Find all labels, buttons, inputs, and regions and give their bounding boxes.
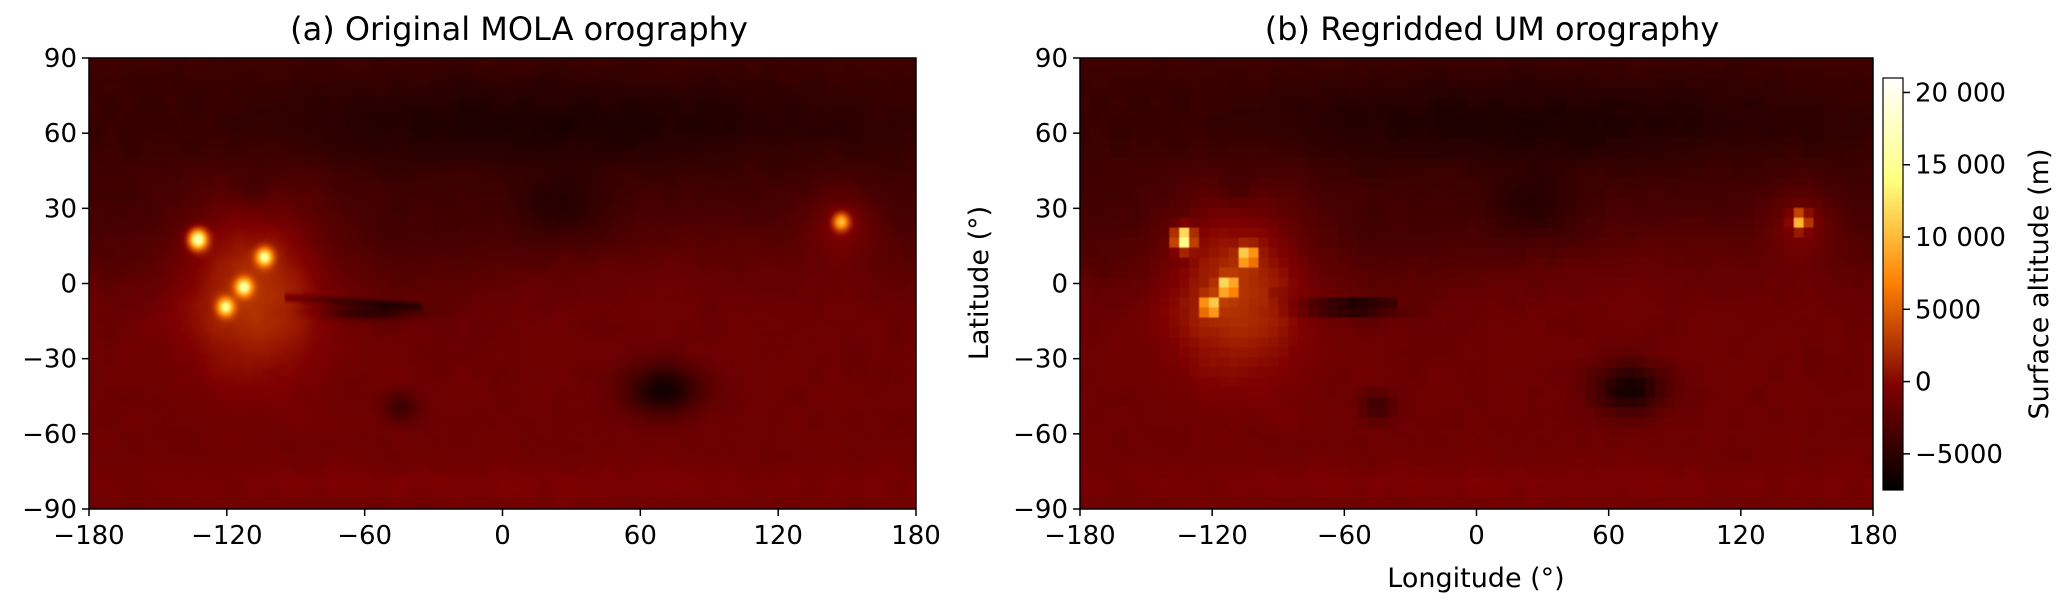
panel-b-regridded-um: (b) Regridded UM orography −180 −120 −60 0 6… (964, 10, 1898, 594)
panel-a-x-tick-label: 180 (891, 521, 941, 551)
y-axis-label: Latitude (°) (964, 206, 995, 360)
colorbar-gradient (1882, 77, 1904, 491)
panel-a-x-tick-label: −180 (53, 521, 124, 551)
panel-a-y-tick-label: 60 (44, 119, 77, 149)
panel-a-y-tick-label: 90 (44, 44, 77, 74)
panel-b-y-tick-label: −30 (1013, 345, 1068, 375)
panel-b-y-tick-label: −90 (1013, 495, 1068, 525)
panel-b-y-tick-label: 0 (1051, 270, 1068, 300)
colorbar-tick-label: 20 000 (1915, 78, 2006, 108)
panel-a-original-mola: (a) Original MOLA orography −180 −120 −60 0… (22, 10, 941, 551)
panel-a-y-tick-label: −60 (22, 420, 77, 450)
colorbar-tick-label: 5000 (1915, 295, 1981, 325)
panel-a-y-ticks: 90 60 30 0 −30 −60 −90 (22, 44, 89, 525)
panel-b-y-tick-label: 30 (1035, 194, 1068, 224)
panel-a-x-tick-label: 0 (494, 521, 511, 551)
panel-a-x-tick-label: −60 (337, 521, 392, 551)
panel-a-y-tick-label: 0 (60, 270, 77, 300)
panel-a-title: (a) Original MOLA orography (290, 10, 748, 48)
panel-b-heatmap (1080, 58, 1873, 509)
panel-a-x-tick-label: 60 (624, 521, 657, 551)
panel-a-heatmap (89, 58, 916, 509)
panel-b-title: (b) Regridded UM orography (1265, 10, 1720, 48)
panel-a-y-tick-label: −30 (22, 345, 77, 375)
panel-b-x-tick-label: 180 (1848, 521, 1898, 551)
panel-b-x-tick-label: −120 (1176, 521, 1247, 551)
colorbar-tick-label: 15 000 (1915, 151, 2006, 181)
colorbar-tick-label: 10 000 (1915, 223, 2006, 253)
x-axis-label: Longitude (°) (1387, 563, 1564, 594)
panel-b-x-ticks: −180 −120 −60 0 60 120 180 (1044, 509, 1898, 551)
colorbar-tick-label: −5000 (1915, 440, 2003, 470)
panel-b-x-tick-label: 120 (1716, 521, 1766, 551)
panel-b-y-tick-label: 60 (1035, 119, 1068, 149)
colorbar-ticks: 20 000 15 000 10 000 5000 0 −5000 (1903, 78, 2006, 470)
panel-b-x-tick-label: 0 (1468, 521, 1485, 551)
colorbar-label: Surface altitude (m) (2024, 149, 2055, 420)
panel-b-x-tick-label: −60 (1317, 521, 1372, 551)
panel-a-x-tick-label: 120 (753, 521, 803, 551)
panel-a-y-tick-label: −90 (22, 495, 77, 525)
panel-b-y-ticks: 90 60 30 0 −30 −60 −90 (1013, 44, 1080, 525)
colorbar: 20 000 15 000 10 000 5000 0 −5000 Surface alt… (1882, 77, 2055, 491)
panel-b-x-tick-label: 60 (1592, 521, 1625, 551)
colorbar-tick-label: 0 (1915, 368, 1932, 398)
panel-a-x-tick-label: −120 (191, 521, 262, 551)
panel-b-y-tick-label: −60 (1013, 420, 1068, 450)
panel-a-x-ticks: −180 −120 −60 0 60 120 180 (53, 509, 941, 551)
panel-a-y-tick-label: 30 (44, 194, 77, 224)
panel-b-x-tick-label: −180 (1044, 521, 1115, 551)
panel-b-y-tick-label: 90 (1035, 44, 1068, 74)
